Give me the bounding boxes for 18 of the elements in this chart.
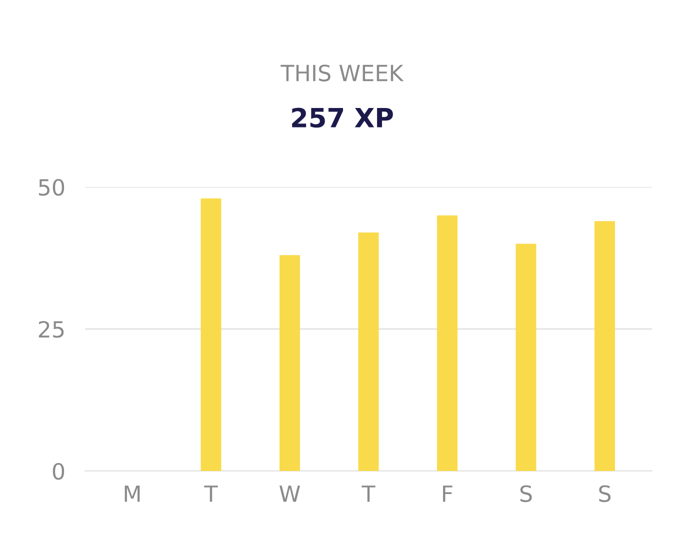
x-tick-label: W bbox=[280, 486, 300, 502]
bar bbox=[516, 244, 536, 471]
bar bbox=[200, 198, 222, 471]
y-tick-label: 25 bbox=[38, 320, 64, 338]
chart-title: THIS WEEK bbox=[280, 64, 404, 82]
x-tick-label: T bbox=[204, 486, 218, 502]
x-tick-label: S bbox=[599, 485, 611, 502]
bar bbox=[437, 215, 458, 471]
y-tick-label: 50 bbox=[38, 178, 64, 196]
x-tick-label: F bbox=[443, 486, 452, 502]
bar bbox=[358, 232, 379, 471]
x-tick-label: M bbox=[124, 486, 140, 502]
x-tick-label: S bbox=[520, 485, 532, 502]
bar bbox=[280, 255, 300, 471]
bar bbox=[594, 221, 615, 471]
x-tick-label: T bbox=[362, 486, 376, 502]
chart-subtitle: 257 XP bbox=[292, 108, 393, 128]
y-tick-label: 0 bbox=[52, 462, 64, 480]
